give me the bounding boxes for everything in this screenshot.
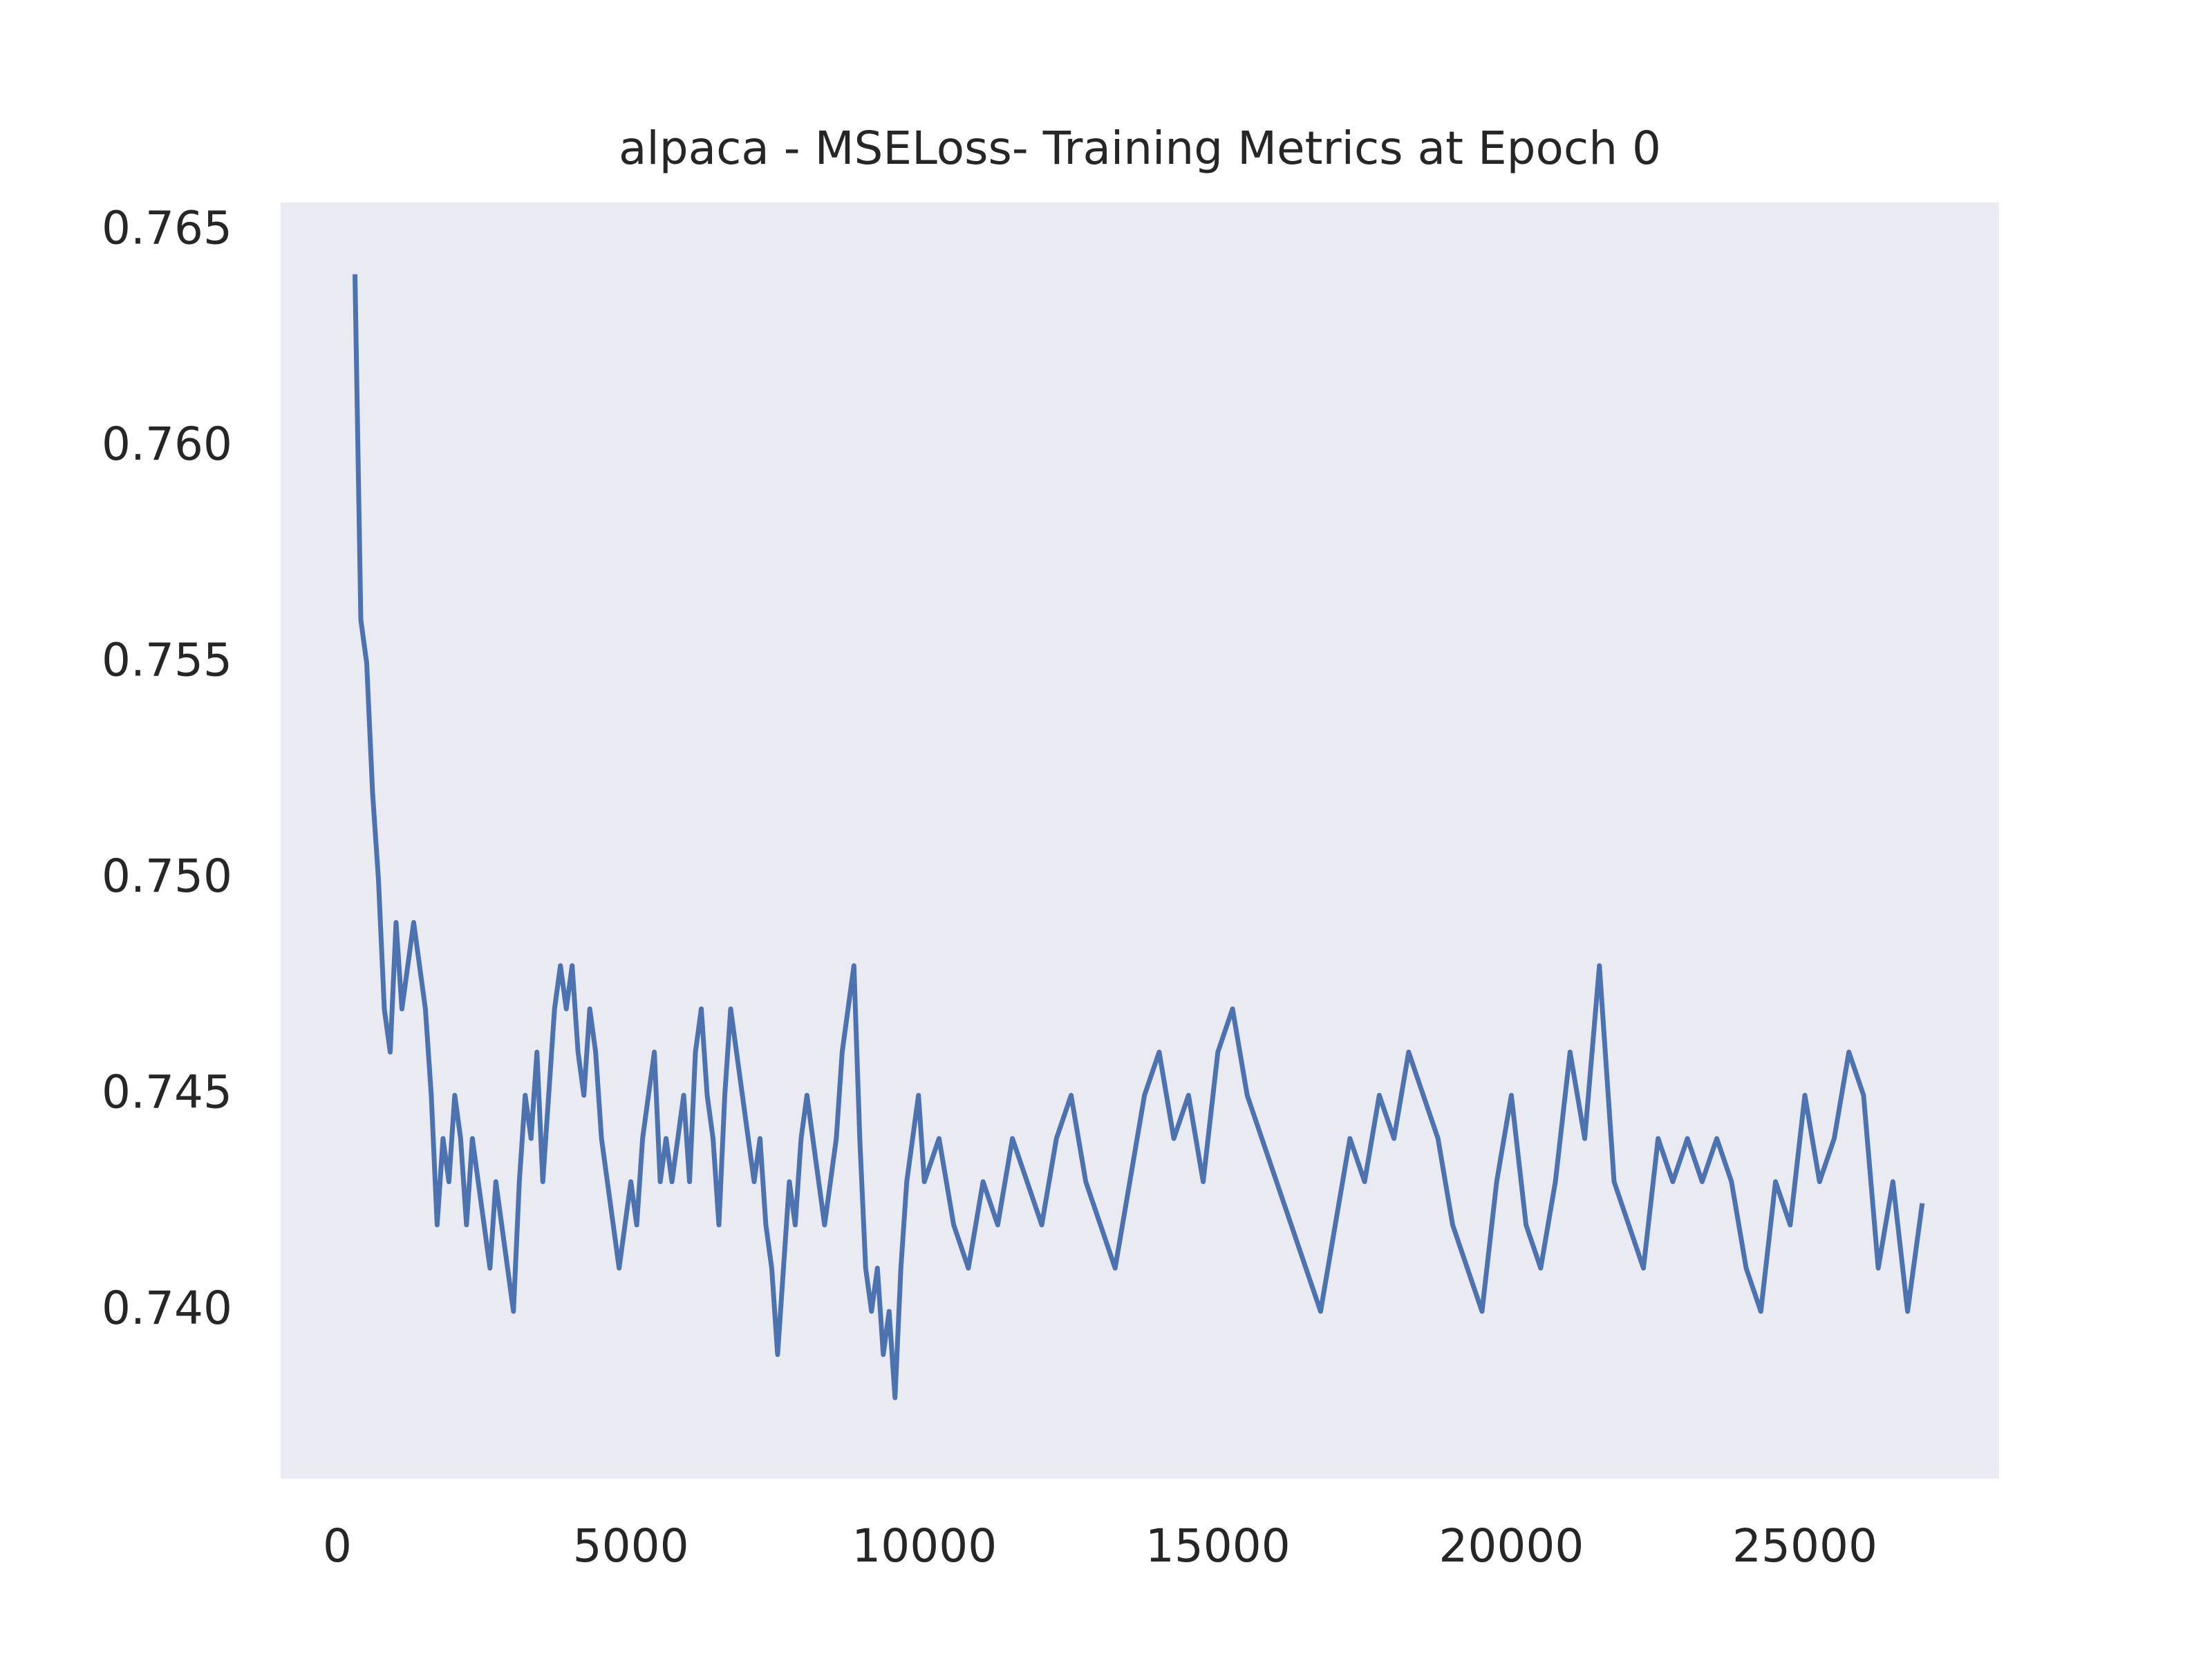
x-tick-label: 10000 [852, 1519, 997, 1573]
plot-area [281, 203, 1999, 1479]
x-tick-label: 25000 [1732, 1519, 1877, 1573]
x-tick-label: 20000 [1438, 1519, 1584, 1573]
x-tick-label: 5000 [573, 1519, 689, 1573]
x-tick-label: 15000 [1145, 1519, 1291, 1573]
x-tick-label: 0 [323, 1519, 352, 1573]
line-series [353, 274, 1925, 1400]
y-tick-label: 0.760 [102, 418, 232, 471]
y-tick-label: 0.745 [102, 1066, 232, 1119]
y-tick-label: 0.750 [102, 850, 232, 903]
y-tick-label: 0.740 [102, 1282, 232, 1335]
y-tick-label: 0.755 [102, 633, 232, 686]
y-tick-label: 0.765 [102, 201, 232, 254]
chart-title: alpaca - MSELoss- Training Metrics at Ep… [619, 122, 1661, 175]
